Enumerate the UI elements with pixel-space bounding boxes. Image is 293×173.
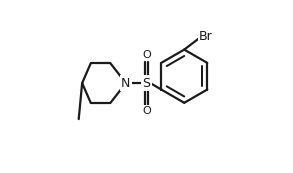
Text: Br: Br [199,30,213,43]
Text: N: N [121,77,131,90]
Text: S: S [142,77,151,90]
Text: O: O [142,106,151,116]
Text: O: O [142,50,151,60]
